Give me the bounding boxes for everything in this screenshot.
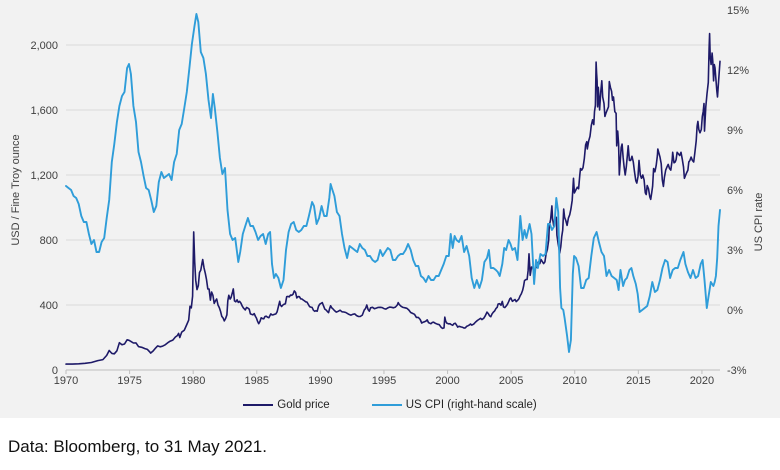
legend-item-us-cpi: US CPI (right-hand scale) [371,399,537,411]
left-axis-tick-label: 2,000 [30,40,58,52]
chart-panel: 1970 1975 1980 1985 1990 1995 2000 2005 2010 2015… [0,0,780,418]
x-axis-tick-label: 2000 [435,375,459,387]
left-axis-tick-label: 1,600 [30,105,58,117]
gold-vs-cpi-chart: 1970 1975 1980 1985 1990 1995 2000 2005 2010 2015… [10,5,765,387]
left-axis-tick-label: 0 [52,365,58,377]
right-axis-tick-label: 0% [727,305,743,317]
left-axis-tick-label: 400 [40,300,58,312]
x-axis-tick-label: 1995 [372,375,396,387]
right-axis-title: US CPI rate [753,193,765,252]
us-cpi-line [65,13,721,353]
x-axis-tick-label: 2005 [499,375,523,387]
x-axis-tick-label: 1985 [245,375,269,387]
legend-item-gold-price: Gold price [243,399,330,411]
gold-price-line [65,32,721,365]
x-axis-tick-label: 2015 [626,375,650,387]
x-axis-tick-label: 2010 [563,375,587,387]
x-axis-tick-label: 1980 [181,375,205,387]
chart-legend: Gold price US CPI (right-hand scale) [0,399,780,411]
right-axis-tick-label: -3% [727,365,747,377]
x-axis-tick-label: 1970 [54,375,78,387]
x-axis-tick-label: 1975 [117,375,141,387]
source-caption: Data: Bloomberg, to 31 May 2021. [8,437,267,456]
right-axis-tick-label: 9% [727,125,743,137]
us-cpi-line-swatch [371,404,402,406]
x-axis-tick-label: 1990 [308,375,332,387]
left-axis-tick-label: 1,200 [30,170,58,182]
right-axis-tick-label: 15% [727,5,749,17]
gold-price-line-swatch [243,404,274,406]
right-axis-tick-label: 12% [727,65,749,77]
legend-label-us-cpi: US CPI (right-hand scale) [405,399,537,411]
legend-label-gold-price: Gold price [277,399,330,411]
right-axis-tick-label: 6% [727,185,743,197]
x-axis-tick-label: 2020 [690,375,714,387]
left-axis-tick-label: 800 [40,235,58,247]
right-axis-tick-label: 3% [727,245,743,257]
left-axis-title: USD / Fine Troy ounce [10,134,22,245]
